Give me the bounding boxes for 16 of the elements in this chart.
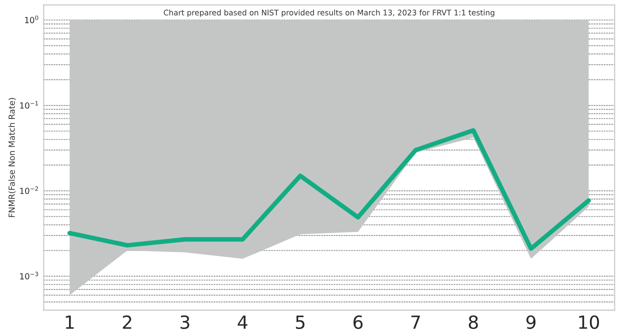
y-tick-label: 10$^{−1}$ xyxy=(20,101,38,109)
y-tick-label: 10$^{−2}$ xyxy=(20,186,38,194)
x-tick-label: 3 xyxy=(180,315,190,330)
x-tick-label: 8 xyxy=(468,315,478,330)
x-tick-label: 2 xyxy=(122,315,132,329)
x-tick-label: 4 xyxy=(238,316,248,329)
x-tick-label: 1 xyxy=(66,316,74,329)
x-tick-label: 6 xyxy=(354,315,363,330)
x-tick-label: 10 xyxy=(579,315,599,330)
line-series xyxy=(67,128,591,251)
y-axis-title: FNMR(False Non Match Rate) xyxy=(8,98,16,218)
y-tick-label: 10$^{0}$ xyxy=(25,16,38,24)
x-tick-label: 7 xyxy=(411,316,420,329)
x-tick-label: 5 xyxy=(296,316,304,330)
x-tick-label: 9 xyxy=(526,315,536,330)
y-tick-label: 10$^{−3}$ xyxy=(20,272,38,280)
